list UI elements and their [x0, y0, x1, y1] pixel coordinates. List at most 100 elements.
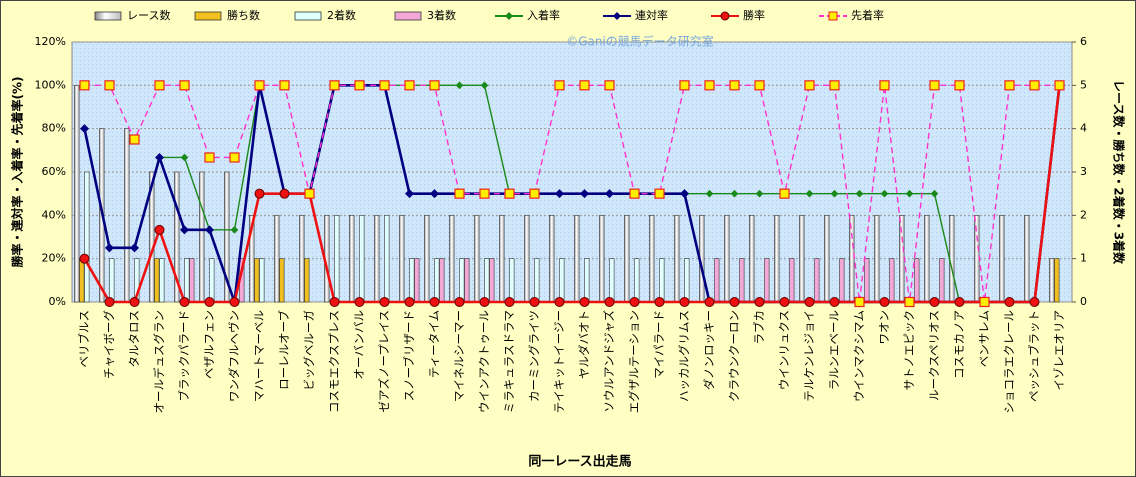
- bar: [124, 128, 130, 303]
- bar: [634, 258, 640, 303]
- point: [779, 297, 790, 307]
- y-axis-title: 勝率・連対率・入着率・先着率(%): [10, 77, 25, 268]
- point: [555, 189, 564, 199]
- bar: [474, 215, 480, 303]
- bar: [814, 258, 820, 303]
- y2-axis-title: レース数・勝ち数・2着数・3着数: [1112, 80, 1127, 265]
- point: [779, 188, 790, 199]
- x-tick-label: コスモエクスプレス: [327, 310, 341, 413]
- bar: [609, 258, 615, 303]
- point: [80, 124, 89, 134]
- legend-swatch: [194, 11, 222, 21]
- point: [679, 297, 690, 307]
- point: [379, 80, 390, 91]
- bar: [549, 215, 555, 303]
- legend-swatch: [613, 12, 621, 20]
- bar: [334, 215, 340, 303]
- x-tick-label: ダノンロッキー: [702, 310, 716, 390]
- point: [379, 297, 390, 307]
- x-axis-title: 同一レース出走馬: [528, 454, 631, 470]
- point: [130, 243, 139, 253]
- bar: [789, 258, 795, 303]
- bar: [584, 258, 590, 303]
- y-tick-label: 120%: [35, 35, 66, 48]
- bar: [489, 258, 495, 303]
- bar: [374, 215, 380, 303]
- bar: [109, 258, 115, 303]
- x-tick-label: ミラキュラスドラマ: [502, 310, 516, 413]
- bar: [499, 215, 505, 303]
- x-tick-label: ビッグベルーガ: [302, 310, 316, 391]
- point: [880, 189, 889, 198]
- point: [1029, 297, 1040, 307]
- bar: [79, 258, 85, 303]
- point: [354, 80, 365, 91]
- bar: [924, 215, 930, 303]
- x-tick-label: ブラックパラード: [177, 310, 191, 401]
- x-tick-label: カーミングライツ: [527, 310, 541, 402]
- point: [329, 297, 340, 307]
- x-tick-label: タルタロス: [127, 310, 141, 368]
- point: [830, 189, 839, 198]
- point: [604, 297, 615, 307]
- point: [1054, 80, 1065, 91]
- point: [954, 80, 965, 91]
- bar: [189, 258, 195, 303]
- x-tick-label: ソウルアンドジャズ: [602, 310, 616, 412]
- point: [554, 80, 565, 91]
- point: [205, 225, 214, 235]
- bar: [254, 258, 260, 303]
- point: [479, 297, 490, 307]
- point: [504, 297, 515, 307]
- bar: [874, 215, 880, 303]
- bar: [349, 215, 355, 303]
- point: [704, 297, 715, 307]
- legend-swatch: [505, 12, 513, 20]
- legend-label: 2着数: [327, 8, 356, 22]
- point: [604, 80, 615, 91]
- bar: [464, 258, 470, 303]
- point: [429, 297, 440, 307]
- point: [629, 297, 640, 307]
- legend-label: 連対率: [635, 8, 668, 22]
- y-tick-label: 100%: [35, 78, 66, 91]
- x-tick-label: ゼアズノープレイス: [377, 310, 391, 412]
- bar: [274, 215, 280, 303]
- x-tick-label: マイパラード: [652, 310, 666, 379]
- bar: [384, 215, 390, 303]
- bar: [889, 258, 895, 303]
- point: [804, 297, 815, 307]
- bar: [174, 171, 180, 303]
- point: [254, 188, 265, 199]
- x-tick-label: スノーブリザード: [402, 310, 416, 401]
- line: [84, 84, 1060, 303]
- point: [729, 80, 740, 91]
- x-tick-label: ウインアクトゥール: [477, 310, 491, 413]
- legend-label: 3着数: [427, 8, 456, 22]
- point: [1004, 297, 1015, 307]
- point: [954, 297, 965, 307]
- bar: [399, 215, 405, 303]
- point: [754, 297, 765, 307]
- point: [279, 188, 290, 199]
- point: [855, 189, 864, 198]
- x-tick-label: ウインマクシマム: [852, 310, 866, 402]
- point: [1004, 80, 1015, 91]
- point: [529, 297, 540, 307]
- bar: [749, 215, 755, 303]
- point: [204, 152, 215, 163]
- point: [254, 80, 265, 91]
- point: [405, 189, 414, 199]
- legend-swatch: [294, 11, 322, 21]
- x-tick-label: オーバンバル: [352, 310, 366, 379]
- point: [79, 80, 90, 91]
- y-tick-label: 20%: [42, 252, 66, 265]
- x-tick-label: サトノエピック: [902, 310, 916, 391]
- bar: [914, 258, 920, 303]
- point: [579, 297, 590, 307]
- legend-swatch: [394, 11, 422, 21]
- point: [180, 153, 189, 162]
- point: [705, 189, 714, 198]
- bar: [434, 258, 440, 303]
